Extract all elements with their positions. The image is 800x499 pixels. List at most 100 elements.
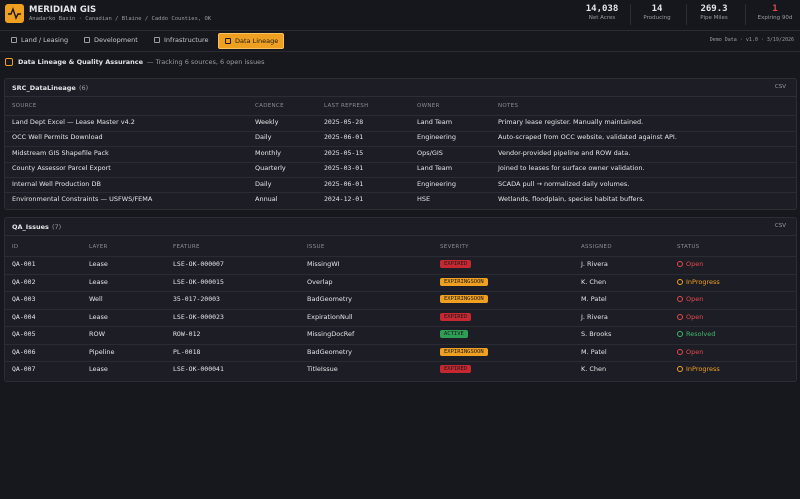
cell: QA-002 <box>12 277 36 286</box>
cell: HSE <box>417 195 431 203</box>
severity-badge: EXPIRINGSOON <box>440 277 488 286</box>
cell: Vendor-provided pipeline and ROW data. <box>498 148 631 157</box>
cell: Ops/GIS <box>417 148 443 157</box>
status: Open <box>686 295 704 303</box>
cell: Engineering <box>417 133 456 142</box>
stat-label: Pipe Miles <box>700 15 728 21</box>
stat-value: 14,038 <box>585 4 619 14</box>
cell: Lease <box>89 260 108 268</box>
cell: 2025-05-15 <box>324 148 364 157</box>
stat-value: 14 <box>651 4 663 14</box>
cell: SCADA pull → normalized daily volumes. <box>498 179 630 188</box>
cell: 2025-06-01 <box>324 133 364 142</box>
cell: Environmental Constraints — USFWS/FEMA <box>12 195 153 203</box>
cell: Monthly <box>255 148 282 157</box>
app-subtitle: Anadarko Basin · Canadian / Blaine / Cad… <box>29 16 212 22</box>
status: Open <box>686 260 704 268</box>
row-divider <box>5 130 796 132</box>
stat-label: Producing <box>643 15 671 21</box>
panel-count: (6) <box>79 84 89 92</box>
row-divider <box>5 291 796 293</box>
cell: Land Dept Excel — Lease Master v4.2 <box>12 118 135 126</box>
severity-badge: EXPIRINGSOON <box>440 347 488 356</box>
tab[interactable]: Data Lineage <box>218 33 285 49</box>
stat: 14 Producing <box>627 4 687 21</box>
cell: Overlap <box>307 277 333 286</box>
cell: PL-0018 <box>173 347 201 356</box>
column-header: LAST REFRESH <box>324 103 369 109</box>
row-divider <box>5 146 796 148</box>
cell: OCC Well Permits Download <box>12 133 103 142</box>
cell: Lease <box>89 312 108 321</box>
severity-badge: EXPIRINGSOON <box>440 295 488 303</box>
cell: Wetlands, floodplain, species habitat bu… <box>498 195 645 203</box>
tab-icon <box>154 37 160 43</box>
tab-bar <box>0 31 800 52</box>
stat: 269.3 Pipe Miles <box>684 4 744 21</box>
cell: Internal Well Production DB <box>12 179 101 188</box>
row-divider <box>5 115 796 117</box>
cell: Lease <box>89 277 108 286</box>
column-header: SEVERITY <box>440 244 469 250</box>
row-divider <box>5 273 796 275</box>
logo <box>5 4 24 23</box>
section-title: Data Lineage & Quality Assurance <box>18 58 144 66</box>
cell: Land Team <box>417 118 453 126</box>
cell: QA-005 <box>12 330 36 338</box>
cell: J. Rivera <box>581 312 608 321</box>
status: Open <box>686 347 704 356</box>
cell: J. Rivera <box>581 260 608 268</box>
cell: ExpirationNull <box>307 312 353 321</box>
csv-button[interactable]: CSV <box>774 84 786 90</box>
column-header: NOTES <box>498 103 519 109</box>
column-header: STATUS <box>677 244 700 250</box>
cell: Daily <box>255 133 272 142</box>
severity-badge: EXPIRED <box>440 312 472 321</box>
column-header: OWNER <box>417 103 440 109</box>
cell: 2025-05-28 <box>324 118 364 126</box>
cell: LSE-OK-000007 <box>173 260 224 268</box>
header-divider <box>5 235 796 236</box>
status-icon <box>677 296 683 302</box>
cell: ROW-012 <box>173 330 201 338</box>
status: InProgress <box>686 277 720 286</box>
tab-icon <box>84 37 90 43</box>
status-icon <box>677 261 683 267</box>
cell: 2025-03-01 <box>324 164 364 173</box>
header-divider <box>5 96 796 97</box>
row-divider <box>5 256 796 258</box>
stat-value: 1 <box>772 4 778 14</box>
cell: Well <box>89 295 103 303</box>
cell: Weekly <box>255 118 279 126</box>
csv-button[interactable]: CSV <box>774 223 786 229</box>
column-header: ASSIGNED <box>581 244 612 250</box>
app-title: MERIDIAN GIS <box>29 5 97 15</box>
status: InProgress <box>686 365 720 373</box>
status-icon <box>677 278 683 285</box>
tab[interactable]: Infrastructure <box>148 33 213 47</box>
cell: Pipeline <box>89 347 115 356</box>
cell: LSE-OK-000023 <box>173 312 224 321</box>
cell: Midstream GIS Shapefile Pack <box>12 148 109 157</box>
cell: QA-003 <box>12 295 36 303</box>
cell: Engineering <box>417 179 456 188</box>
cell: QA-007 <box>12 365 36 373</box>
tab[interactable]: Development <box>78 33 143 47</box>
stat-divider <box>629 4 631 25</box>
tab[interactable]: Land / Leasing <box>5 33 73 47</box>
cell: Lease <box>89 365 108 373</box>
section-subtitle: — Tracking 6 sources, 6 open issues <box>147 58 265 66</box>
column-header: ID <box>12 244 19 250</box>
version-meta: Demo Data · v1.0 · 3/19/2026 <box>709 37 794 43</box>
severity-badge: ACTIVE <box>440 330 468 338</box>
cell: MissingWI <box>307 260 340 268</box>
cell: LSE-OK-000041 <box>173 365 224 373</box>
cell: Primary lease register. Manually maintai… <box>498 118 644 126</box>
column-header: LAYER <box>89 244 108 250</box>
cell: Daily <box>255 179 272 188</box>
row-divider <box>5 192 796 194</box>
cell: K. Chen <box>581 365 607 373</box>
cell: TitleIssue <box>307 365 338 373</box>
logo-icon <box>8 6 21 20</box>
